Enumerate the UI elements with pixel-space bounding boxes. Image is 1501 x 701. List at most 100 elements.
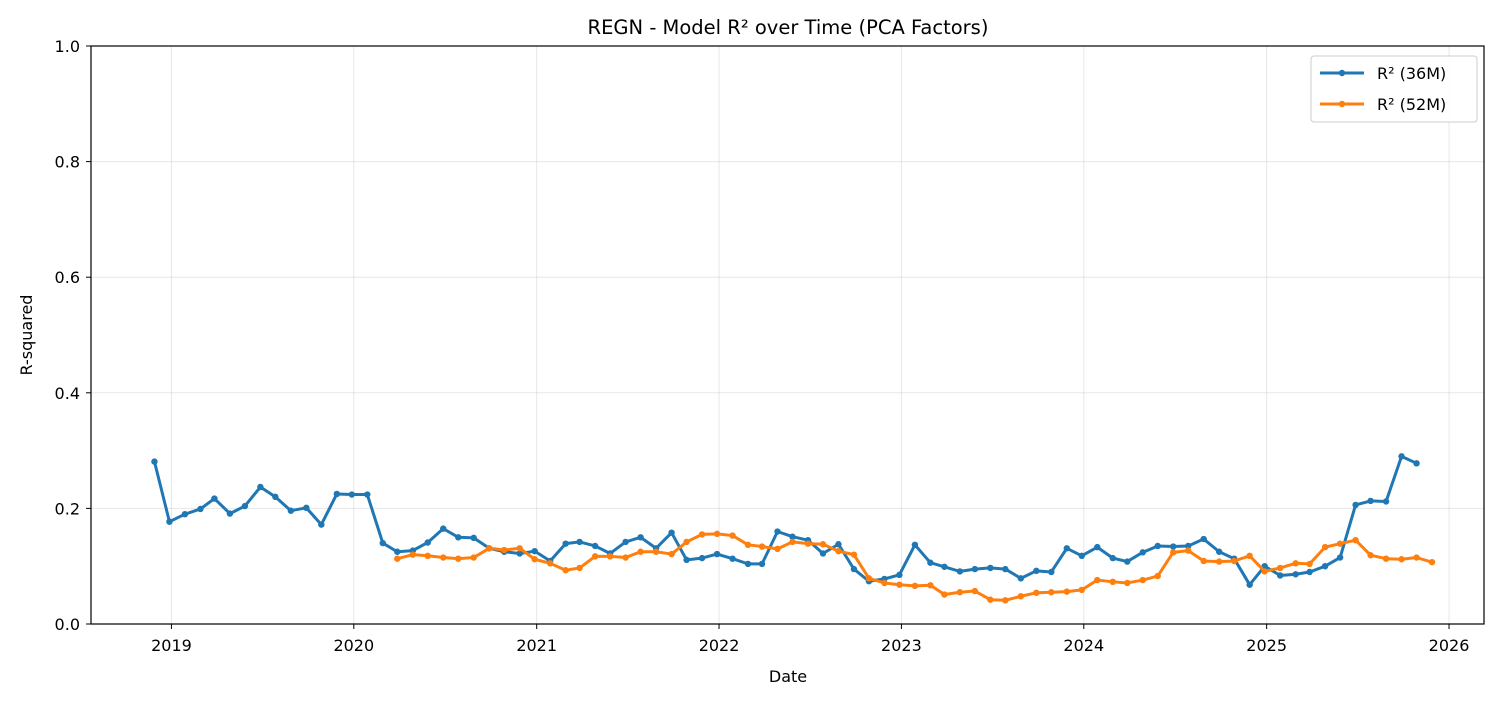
data-point-36m bbox=[181, 510, 189, 518]
legend-marker-36m bbox=[1338, 69, 1346, 77]
data-point-36m bbox=[1336, 554, 1344, 561]
data-point-52m bbox=[1185, 547, 1192, 554]
data-point-36m bbox=[1215, 548, 1223, 555]
legend-label-52m: R² (52M) bbox=[1377, 95, 1446, 114]
data-point-36m bbox=[318, 521, 325, 528]
data-point-52m bbox=[1017, 593, 1025, 600]
data-point-36m bbox=[1109, 554, 1116, 562]
data-point-36m bbox=[257, 483, 264, 491]
series-layer bbox=[151, 453, 1436, 604]
data-point-36m bbox=[850, 565, 858, 573]
data-point-52m bbox=[865, 575, 873, 582]
data-point-36m bbox=[1413, 460, 1420, 467]
data-point-36m bbox=[758, 560, 766, 568]
x-axis-title: Date bbox=[769, 667, 807, 686]
data-point-36m bbox=[1306, 568, 1313, 576]
data-point-52m bbox=[1230, 557, 1238, 565]
data-point-52m bbox=[1170, 549, 1177, 556]
data-point-36m bbox=[348, 491, 356, 498]
data-point-52m bbox=[1336, 540, 1344, 547]
y-tick-label: 0.0 bbox=[55, 615, 80, 634]
data-point-36m bbox=[744, 560, 752, 568]
data-point-52m bbox=[1352, 536, 1359, 544]
data-point-36m bbox=[987, 564, 994, 572]
data-point-36m bbox=[1154, 542, 1161, 550]
data-point-36m bbox=[637, 534, 644, 541]
x-tick-label: 2020 bbox=[333, 636, 374, 655]
data-point-36m bbox=[1382, 498, 1390, 505]
data-point-52m bbox=[729, 532, 736, 539]
data-point-36m bbox=[562, 540, 569, 547]
data-point-36m bbox=[1292, 571, 1299, 578]
y-tick-label: 0.4 bbox=[55, 384, 80, 403]
data-point-52m bbox=[941, 591, 948, 598]
data-point-36m bbox=[1002, 565, 1009, 573]
data-point-36m bbox=[698, 554, 706, 562]
data-point-52m bbox=[744, 541, 752, 549]
data-point-52m bbox=[1154, 572, 1161, 580]
data-point-52m bbox=[470, 554, 477, 561]
data-point-52m bbox=[546, 560, 554, 567]
data-point-52m bbox=[971, 587, 979, 595]
data-point-36m bbox=[774, 528, 781, 535]
data-point-52m bbox=[1124, 579, 1131, 587]
data-point-36m bbox=[927, 559, 934, 566]
data-point-52m bbox=[1321, 543, 1329, 551]
data-point-52m bbox=[1078, 586, 1085, 594]
data-point-36m bbox=[1170, 543, 1177, 550]
data-point-36m bbox=[576, 538, 583, 546]
data-point-52m bbox=[606, 553, 614, 560]
data-point-52m bbox=[591, 553, 599, 560]
y-tick-label: 0.8 bbox=[55, 153, 80, 172]
data-point-36m bbox=[440, 525, 447, 532]
data-point-52m bbox=[1367, 552, 1374, 559]
data-point-52m bbox=[1292, 560, 1299, 567]
data-point-36m bbox=[911, 541, 919, 549]
data-point-36m bbox=[713, 550, 721, 558]
data-point-36m bbox=[226, 510, 234, 517]
data-point-36m bbox=[668, 529, 675, 536]
data-point-36m bbox=[303, 504, 310, 512]
data-point-52m bbox=[1428, 558, 1436, 566]
data-point-36m bbox=[241, 502, 249, 510]
data-point-52m bbox=[1109, 578, 1116, 586]
data-point-52m bbox=[424, 552, 431, 559]
data-point-52m bbox=[637, 548, 644, 555]
data-point-36m bbox=[819, 550, 827, 557]
data-point-52m bbox=[562, 567, 569, 574]
data-point-36m bbox=[379, 539, 386, 547]
data-point-52m bbox=[1306, 560, 1313, 568]
data-point-52m bbox=[896, 581, 903, 588]
data-point-36m bbox=[1321, 563, 1329, 570]
data-point-52m bbox=[819, 541, 827, 548]
data-point-36m bbox=[683, 556, 690, 564]
data-point-36m bbox=[1200, 535, 1207, 543]
data-point-52m bbox=[881, 579, 888, 587]
data-point-36m bbox=[941, 563, 948, 570]
data-point-36m bbox=[531, 547, 538, 555]
data-point-52m bbox=[698, 531, 706, 538]
data-point-36m bbox=[835, 541, 842, 548]
data-point-52m bbox=[516, 545, 523, 552]
data-point-52m bbox=[835, 547, 842, 555]
data-point-52m bbox=[1033, 589, 1040, 596]
data-point-52m bbox=[683, 538, 690, 546]
data-point-36m bbox=[1124, 558, 1131, 565]
data-point-52m bbox=[1200, 557, 1207, 565]
data-point-52m bbox=[394, 555, 401, 562]
legend-marker-52m bbox=[1338, 100, 1346, 108]
data-point-36m bbox=[151, 458, 158, 465]
legend: R² (36M) R² (52M) bbox=[1310, 55, 1478, 123]
x-tick-label: 2021 bbox=[516, 636, 557, 655]
data-point-36m bbox=[591, 542, 599, 550]
data-point-52m bbox=[850, 551, 858, 558]
data-point-52m bbox=[455, 555, 462, 562]
x-tick-label: 2019 bbox=[151, 636, 192, 655]
legend-label-36m: R² (36M) bbox=[1377, 64, 1446, 83]
data-point-36m bbox=[1017, 575, 1025, 582]
data-point-52m bbox=[1276, 564, 1284, 572]
data-point-36m bbox=[455, 534, 462, 541]
data-point-52m bbox=[652, 548, 660, 555]
data-point-52m bbox=[1261, 568, 1268, 575]
data-point-52m bbox=[668, 550, 675, 558]
